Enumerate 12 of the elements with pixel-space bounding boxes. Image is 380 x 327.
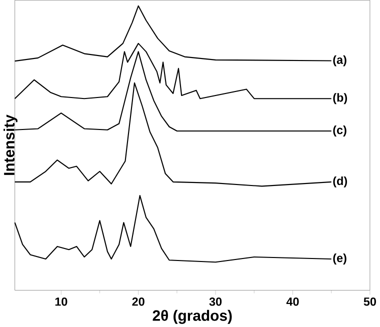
x-tick-label: 10 bbox=[55, 297, 68, 306]
x-tick-label: 50 bbox=[364, 297, 376, 306]
series-label: (e) bbox=[333, 253, 346, 264]
series-label: (c) bbox=[333, 125, 346, 136]
series-label: (b) bbox=[333, 92, 348, 104]
x-tick-label: 20 bbox=[132, 297, 144, 306]
x-tick-label: 40 bbox=[286, 297, 299, 306]
x-tick-label: 30 bbox=[209, 297, 222, 306]
y-axis-title: Intensity bbox=[4, 114, 18, 175]
x-axis-title: 2θ (grados) bbox=[152, 310, 232, 324]
series-label: (a) bbox=[333, 55, 346, 66]
series-label: (d) bbox=[333, 176, 348, 188]
